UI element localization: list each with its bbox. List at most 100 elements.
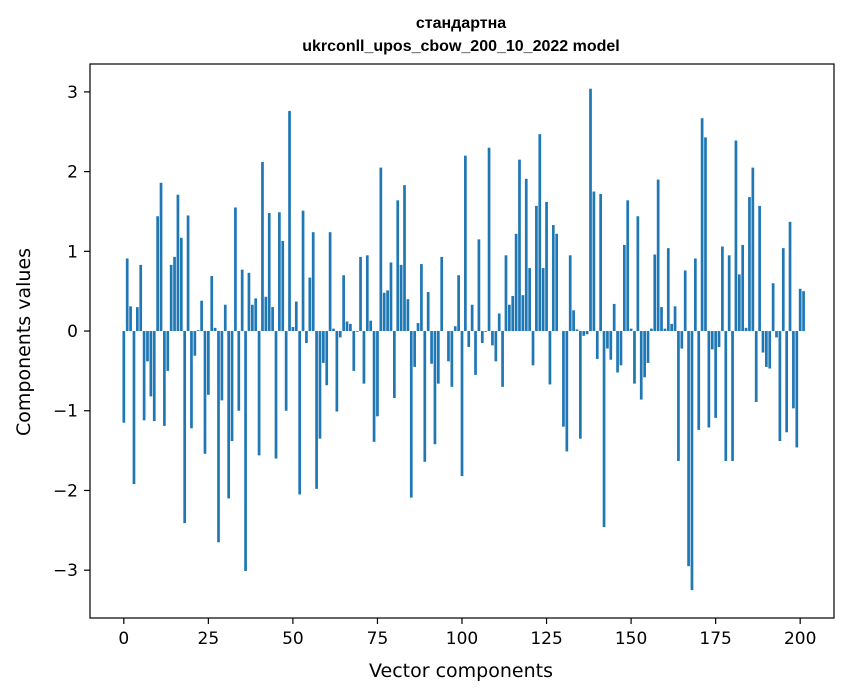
bar-199 <box>795 331 799 448</box>
bar-47 <box>281 240 285 332</box>
bar-181 <box>734 140 738 332</box>
y-axis-ticks: −3 −2 −1 0 1 2 3 <box>53 83 90 581</box>
bar-24 <box>203 331 207 454</box>
bar-1 <box>125 258 129 332</box>
bar-88 <box>420 264 423 332</box>
bar-87 <box>416 323 420 332</box>
bar-90 <box>426 291 430 332</box>
bar-102 <box>467 331 471 347</box>
bar-196 <box>785 331 789 433</box>
x-tick-label: 50 <box>282 629 304 649</box>
bar-180 <box>731 331 734 461</box>
bar-100 <box>460 331 464 477</box>
bar-188 <box>758 205 761 332</box>
bar-162 <box>670 323 674 332</box>
y-tick-label: 1 <box>67 242 78 262</box>
bar-168 <box>690 331 694 591</box>
bar-84 <box>406 299 410 332</box>
bar-94 <box>440 256 444 332</box>
bar-68 <box>352 331 356 371</box>
bar-193 <box>775 331 778 338</box>
bar-186 <box>751 167 755 332</box>
bar-3 <box>132 331 136 485</box>
bar-185 <box>748 197 751 332</box>
bar-7 <box>146 331 149 362</box>
bar-189 <box>761 331 765 353</box>
chart-titles: стандартна ukrconll_upos_cbow_200_10_202… <box>302 15 619 55</box>
x-axis-ticks: 0 25 50 75 100 125 150 175 200 <box>118 618 816 649</box>
bar-135 <box>579 331 582 439</box>
bar-48 <box>284 331 288 411</box>
bar-26 <box>210 276 214 332</box>
bar-71 <box>362 331 366 384</box>
bar-30 <box>223 304 227 332</box>
y-tick-label: 0 <box>67 322 78 342</box>
bar-39 <box>254 298 258 332</box>
bar-174 <box>710 331 714 350</box>
bar-80 <box>393 331 396 398</box>
bar-86 <box>413 331 417 367</box>
bar-41 <box>261 162 264 332</box>
bar-72 <box>365 255 369 332</box>
x-tick-label: 100 <box>446 629 478 649</box>
chart-title-line-1: стандартна <box>416 15 506 32</box>
bar-121 <box>531 331 535 366</box>
bar-146 <box>616 331 619 373</box>
bar-107 <box>484 331 488 332</box>
bar-97 <box>450 331 454 387</box>
bar-125 <box>545 201 548 332</box>
bar-75 <box>376 331 379 417</box>
bar-79 <box>389 262 393 332</box>
bar-117 <box>518 159 521 332</box>
x-tick-label: 200 <box>784 629 816 649</box>
bar-73 <box>369 320 373 332</box>
bar-85 <box>409 331 413 498</box>
bar-112 <box>501 331 504 387</box>
bar-69 <box>355 331 359 332</box>
bar-50 <box>291 327 295 332</box>
bar-148 <box>622 244 626 332</box>
x-tick-label: 75 <box>367 629 389 649</box>
bar-141 <box>599 193 603 332</box>
bar-159 <box>660 307 663 332</box>
bar-8 <box>149 331 153 397</box>
bar-32 <box>230 331 234 442</box>
bar-175 <box>714 331 717 418</box>
bar-104 <box>474 331 477 375</box>
bar-16 <box>176 194 180 332</box>
bar-120 <box>528 268 531 332</box>
bar-5 <box>139 264 143 332</box>
bar-195 <box>781 248 785 332</box>
bar-156 <box>650 328 653 332</box>
bar-132 <box>568 255 572 332</box>
y-axis-label: Components values <box>13 248 35 436</box>
x-axis-label: Vector components <box>369 660 553 682</box>
bar-171 <box>700 118 704 332</box>
bar-38 <box>250 304 254 332</box>
bar-76 <box>379 167 383 332</box>
bar-109 <box>491 331 494 346</box>
bar-21 <box>193 331 197 356</box>
y-tick-label: −2 <box>53 481 78 501</box>
bar-140 <box>595 331 599 359</box>
bar-92 <box>433 331 437 445</box>
bar-116 <box>514 233 518 332</box>
bar-83 <box>403 185 406 332</box>
bar-45 <box>274 331 278 459</box>
bar-173 <box>707 331 711 428</box>
bar-153 <box>639 331 643 400</box>
bar-133 <box>572 310 575 332</box>
bar-98 <box>453 326 457 332</box>
bar-15 <box>173 256 176 332</box>
bar-154 <box>643 331 646 378</box>
bar-27 <box>213 327 217 332</box>
bar-61 <box>328 232 332 332</box>
bar-57 <box>315 331 318 489</box>
bar-4 <box>135 307 139 332</box>
bar-198 <box>792 331 795 409</box>
bar-9 <box>152 331 156 422</box>
bar-144 <box>609 331 613 360</box>
bar-127 <box>551 225 555 332</box>
bar-201 <box>802 291 805 332</box>
bar-66 <box>345 321 349 332</box>
